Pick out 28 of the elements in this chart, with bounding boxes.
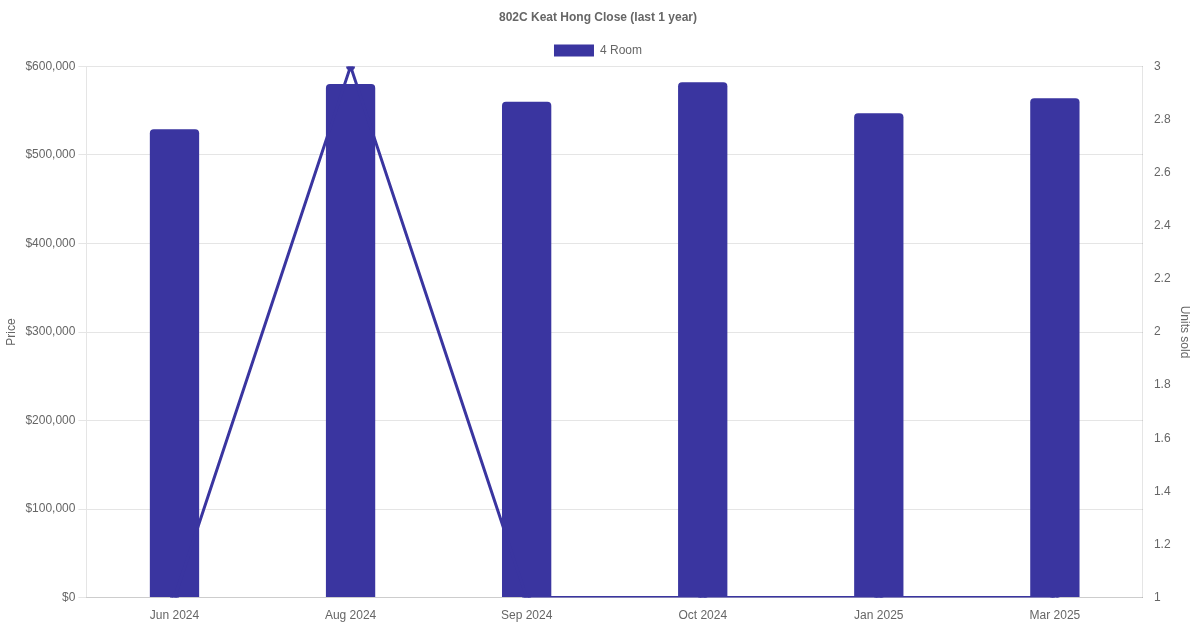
y2-tick-label: 3: [1153, 58, 1161, 73]
x-tick-label: Jan 2025: [854, 608, 904, 623]
x-tick-label: Jun 2024: [149, 608, 200, 623]
y2-tick-label: 2.2: [1153, 271, 1171, 286]
x-tick-label: Sep 2024: [500, 608, 553, 623]
y2-tick-label: 1.6: [1153, 430, 1171, 445]
x-tick-label: Oct 2024: [678, 608, 728, 623]
y-axis-title: Price: [3, 318, 18, 346]
y-tick-label: $500,000: [25, 147, 76, 162]
y2-tick-label: 1.2: [1153, 536, 1171, 551]
y-tick-label: $400,000: [25, 235, 76, 250]
y2-tick-label: 2: [1153, 324, 1161, 339]
legend-label: 4 Room: [599, 42, 643, 57]
x-tick-label: Mar 2025: [1029, 608, 1081, 623]
y2-tick-label: 1.8: [1153, 377, 1171, 392]
y-tick-label: $200,000: [25, 412, 76, 427]
y2-tick-label: 1: [1153, 589, 1161, 604]
y-tick-label: $0: [62, 589, 76, 604]
x-tick-label: Aug 2024: [324, 608, 377, 623]
y-tick-label: $300,000: [25, 324, 76, 339]
y2-tick-label: 2.6: [1153, 164, 1171, 179]
y2-tick-label: 2.8: [1153, 111, 1171, 126]
y-tick-label: $100,000: [25, 501, 76, 516]
y2-tick-label: 2.4: [1153, 218, 1171, 233]
y2-axis-title: Units sold: [1178, 305, 1193, 359]
y2-tick-label: 1.4: [1153, 483, 1171, 498]
y-tick-label: $600,000: [25, 58, 76, 73]
chart-title: 802C Keat Hong Close (last 1 year): [498, 9, 698, 24]
